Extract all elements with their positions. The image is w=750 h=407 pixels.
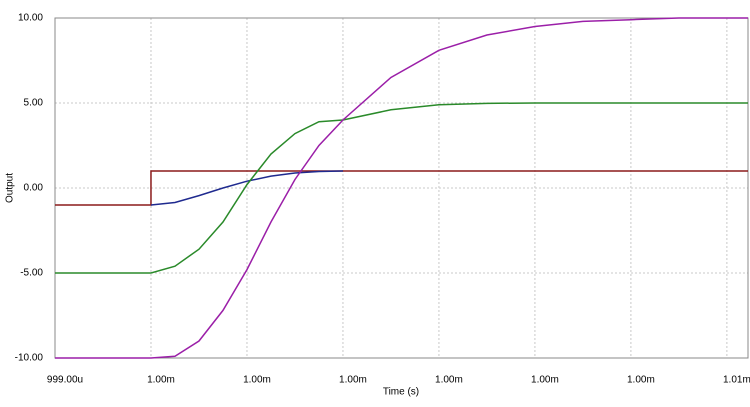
series-line (55, 17, 748, 359)
y-tick-label: 0.00 (24, 183, 44, 194)
x-axis-label: Time (s) (383, 387, 419, 398)
series-line (150, 170, 343, 206)
x-tick-label: 1.00m (435, 375, 463, 386)
x-tick-label: 1.01m (723, 375, 750, 386)
y-tick-label: 5.00 (24, 98, 44, 109)
y-tick-label: 10.00 (18, 13, 43, 24)
x-tick-label: 999.00u (47, 375, 83, 386)
x-tick-label: 1.00m (339, 375, 367, 386)
series-line (55, 102, 748, 274)
y-tick-label: -10.00 (15, 353, 44, 364)
x-tick-label: 1.00m (627, 375, 655, 386)
y-axis-label: Output (5, 173, 16, 203)
plot-frame (54, 17, 749, 359)
x-tick-label: 1.00m (243, 375, 271, 386)
series-line (55, 170, 748, 206)
y-tick-label: -5.00 (20, 268, 43, 279)
x-tick-label: 1.00m (147, 375, 175, 386)
x-tick-label: 1.00m (531, 375, 559, 386)
